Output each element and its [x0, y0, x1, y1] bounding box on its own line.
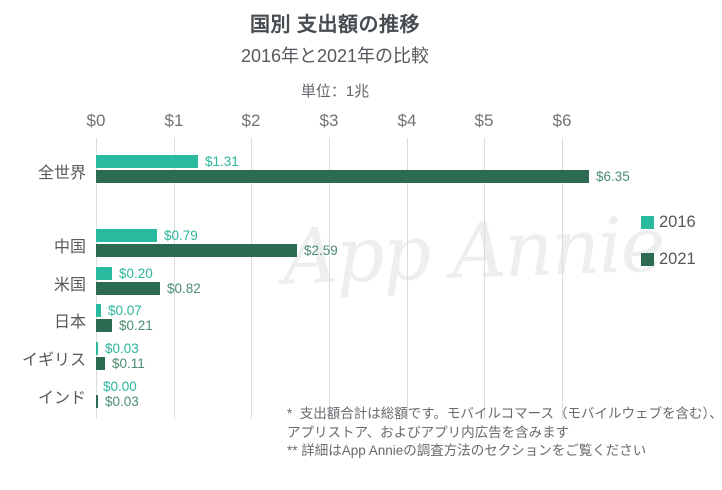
- category-label: イギリス: [21, 352, 86, 369]
- gridline: [174, 138, 175, 419]
- category-label: 中国: [53, 239, 86, 256]
- x-axis-tick-label: $2: [241, 111, 261, 130]
- legend-label-2021: 2021: [659, 250, 696, 268]
- gridline: [484, 138, 485, 419]
- x-axis-tick-label: $5: [474, 111, 494, 130]
- category-label: 全世界: [37, 165, 86, 182]
- footnote-2: ** 詳細はApp Annieの調査方法のセクションをご覧ください: [287, 443, 647, 459]
- legend-label-2016: 2016: [659, 213, 696, 231]
- bar-2016: [96, 342, 98, 355]
- legend-swatch-2016: [641, 216, 654, 229]
- bar-2021: [96, 244, 297, 257]
- bar-value-label-2016: $0.03: [105, 341, 139, 356]
- x-axis-tick-label: $3: [319, 111, 339, 130]
- x-axis-tick-label: $0: [86, 111, 106, 130]
- footnote-1: * 支出額合計は総額です。モバイルコマース（モバイルウェブを含む）、アプリストア…: [287, 406, 722, 440]
- bar-value-label-2021: $0.11: [112, 356, 145, 371]
- chart-subtitle: 2016年と2021年の比較: [240, 46, 430, 66]
- x-axis-tick-label: $6: [552, 111, 572, 130]
- gridline: [562, 138, 563, 419]
- legend-swatch-2021: [641, 253, 654, 266]
- chart-header: 国別 支出額の推移 2016年と2021年の比較: [0, 8, 670, 68]
- bar-2021: [96, 357, 105, 370]
- footnotes: * 支出額合計は総額です。モバイルコマース（モバイルウェブを含む）、アプリストア…: [287, 405, 722, 461]
- bar-value-label-2016: $1.31: [205, 154, 239, 169]
- x-axis-tick-label: $4: [397, 111, 417, 130]
- bar-value-label-2021: $0.03: [105, 394, 139, 409]
- bar-value-label-2021: $2.59: [304, 243, 338, 258]
- bar-value-label-2021: $6.35: [596, 169, 630, 184]
- category-label: インド: [37, 390, 86, 407]
- category-label: 日本: [53, 314, 86, 331]
- bar-2016: [96, 267, 112, 280]
- bar-value-label-2016: $0.20: [119, 266, 153, 281]
- category-label: 米国: [53, 277, 86, 294]
- bar-value-label-2016: $0.79: [164, 228, 198, 243]
- bar-value-label-2016: $0.00: [103, 379, 137, 394]
- bar-2021: [96, 319, 112, 332]
- bar-2021: [96, 170, 589, 183]
- chart-title: 国別 支出額の推移: [249, 14, 421, 36]
- bar-2021: [96, 282, 160, 295]
- bar-2016: [96, 155, 198, 168]
- gridline: [251, 138, 252, 419]
- gridline: [407, 138, 408, 419]
- bar-value-label-2021: $0.82: [167, 281, 201, 296]
- bar-2016: [96, 304, 101, 317]
- bar-value-label-2021: $0.21: [119, 318, 153, 333]
- x-axis-tick-label: $1: [164, 111, 184, 130]
- bar-value-label-2016: $0.07: [108, 303, 142, 318]
- bar-2016: [96, 229, 157, 242]
- bar-2021: [96, 395, 98, 408]
- app-annie-watermark: App Annie: [281, 199, 665, 302]
- gridline: [329, 138, 330, 419]
- unit-label: 単位：1兆: [300, 83, 370, 100]
